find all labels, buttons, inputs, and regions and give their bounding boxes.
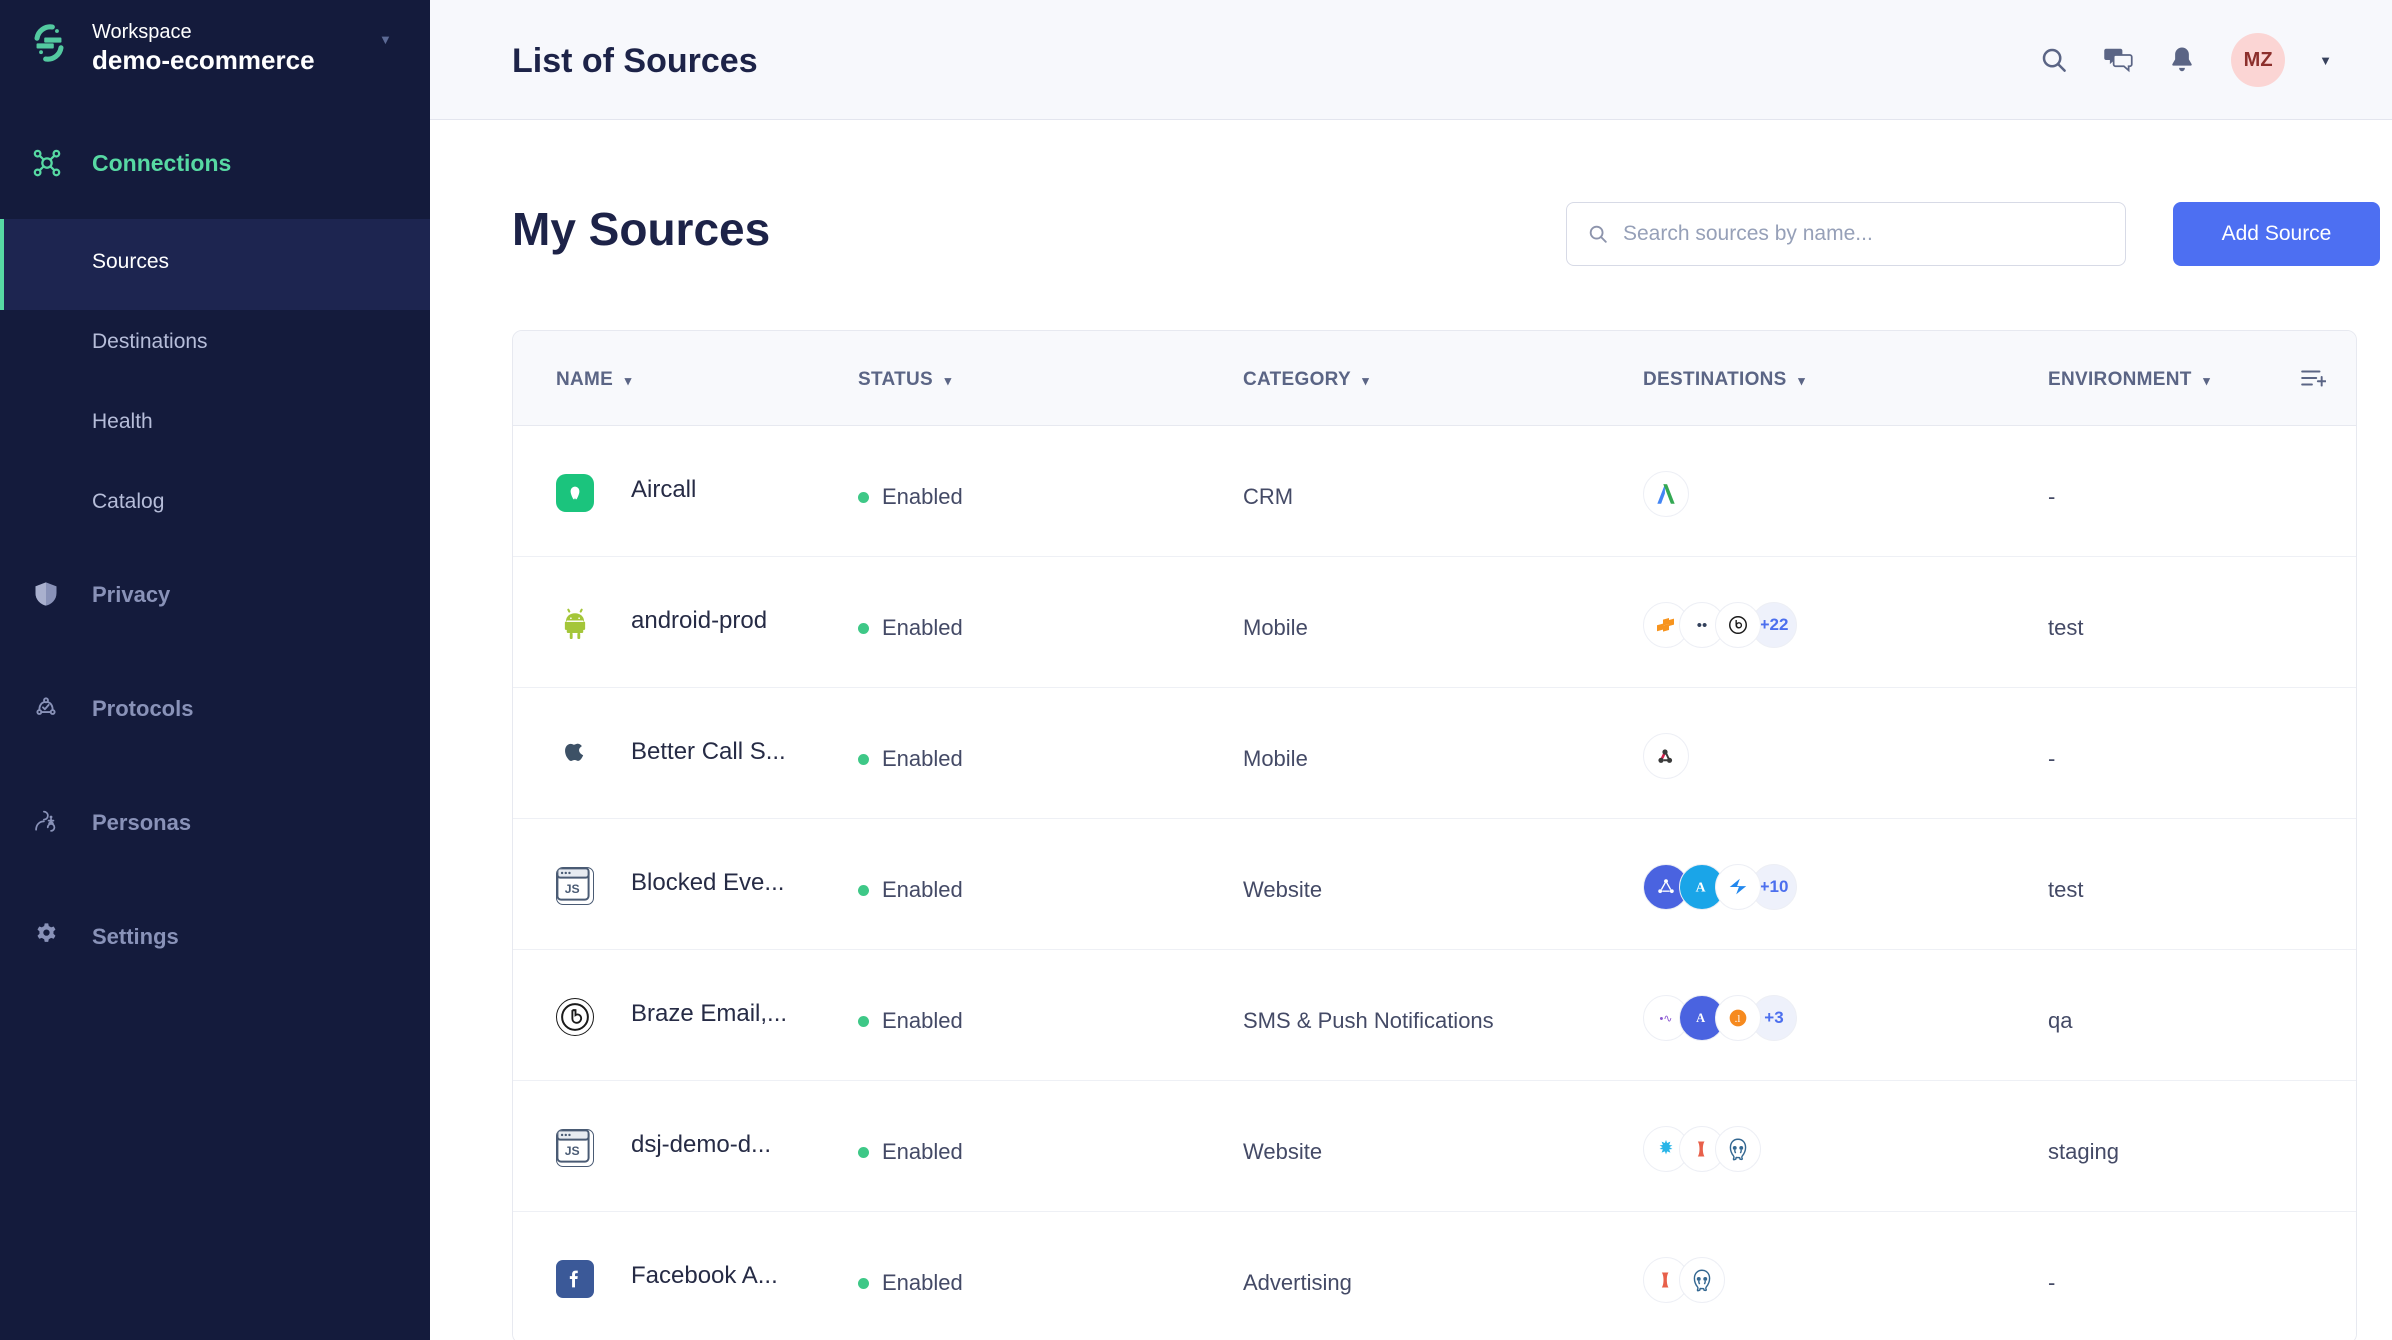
svg-text:A: A <box>1696 880 1706 895</box>
svg-text:JS: JS <box>565 882 580 896</box>
svg-text:.l: .l <box>1735 1013 1741 1025</box>
svg-text:A: A <box>1696 1011 1705 1025</box>
svg-text:JS: JS <box>565 1144 580 1158</box>
